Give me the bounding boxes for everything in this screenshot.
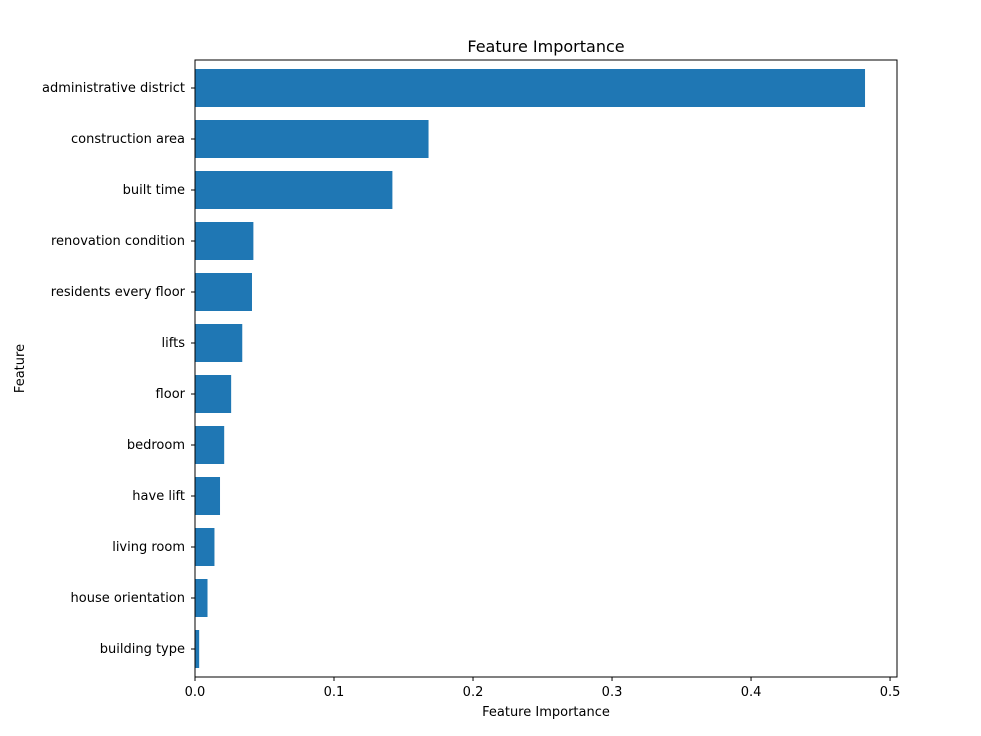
y-tick-label: residents every floor <box>51 285 186 300</box>
bar-administrative-district <box>195 69 866 107</box>
y-tick-label: living room <box>112 540 185 555</box>
x-tick-label: 0.3 <box>602 685 623 700</box>
x-tick-label: 0.1 <box>324 685 345 700</box>
y-tick-layer: administrative district construction area… <box>42 81 195 657</box>
bar-floor <box>195 375 232 413</box>
x-tick-layer: 0.0 0.1 0.2 0.3 0.4 0.5 <box>185 677 901 700</box>
bar-residents-every-floor <box>195 273 252 311</box>
bar-building-type <box>195 630 200 668</box>
y-tick-label: built time <box>123 183 185 198</box>
bar-built-time <box>195 171 393 209</box>
y-tick-label: bedroom <box>127 438 185 453</box>
bar-construction-area <box>195 120 429 158</box>
bar-have-lift <box>195 477 221 515</box>
x-tick-label: 0.5 <box>880 685 901 700</box>
bar-renovation-condition <box>195 222 254 260</box>
y-tick-label: renovation condition <box>51 234 185 249</box>
y-tick-label: administrative district <box>42 81 185 96</box>
plot-area-frame <box>194 59 898 678</box>
bar-lifts <box>195 324 243 362</box>
y-tick-label: house orientation <box>71 591 185 606</box>
x-axis-label: Feature Importance <box>482 705 610 720</box>
bar-bedroom <box>195 426 225 464</box>
y-tick-label: have lift <box>132 489 185 504</box>
x-tick-label: 0.0 <box>185 685 206 700</box>
y-tick-label: floor <box>156 387 186 402</box>
x-tick-label: 0.2 <box>463 685 484 700</box>
bar-living-room <box>195 528 215 566</box>
bar-layer <box>195 69 866 668</box>
y-axis-label: Feature <box>13 344 28 393</box>
bar-house-orientation <box>195 579 208 617</box>
y-tick-label: construction area <box>71 132 185 147</box>
y-tick-label: building type <box>100 642 185 657</box>
y-tick-label: lifts <box>162 336 186 351</box>
x-tick-label: 0.4 <box>741 685 762 700</box>
chart-title: Feature Importance <box>467 37 624 56</box>
